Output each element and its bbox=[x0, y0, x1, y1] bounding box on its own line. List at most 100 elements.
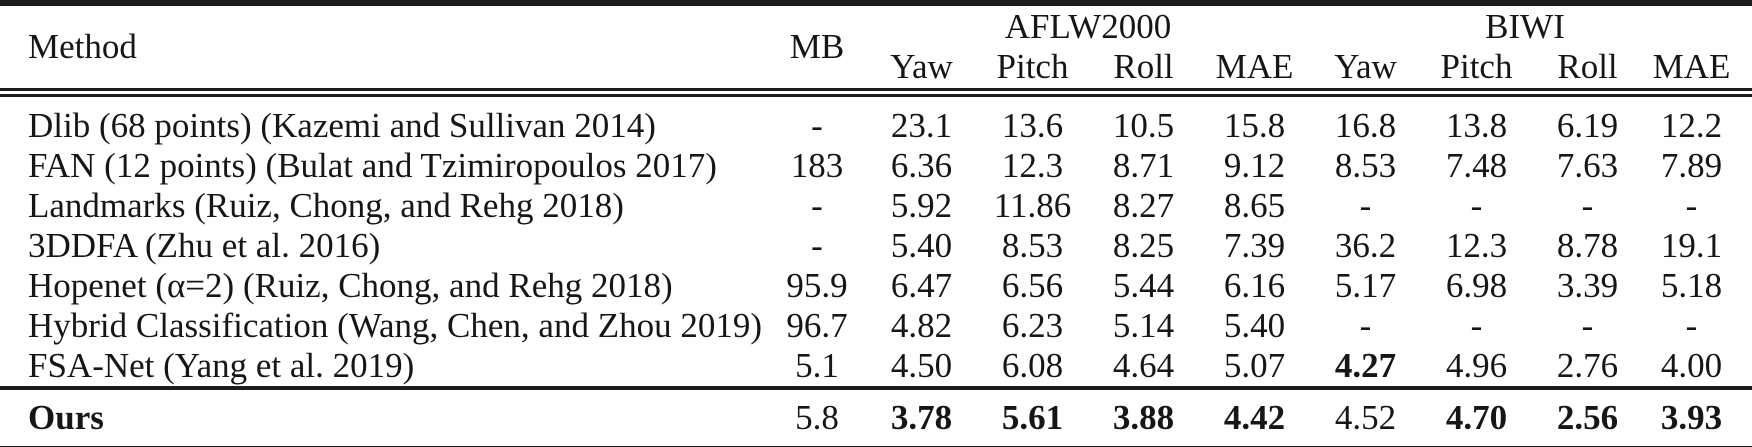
mb-cell: - bbox=[811, 225, 823, 265]
group-header-aflw2000: AFLW2000 bbox=[1004, 6, 1172, 46]
subheader-biwi-roll: Roll bbox=[1557, 47, 1618, 87]
ours-section: Ours 5.8 3.78 5.61 3.88 4.42 4.52 4.70 2… bbox=[0, 387, 1752, 447]
value-cell: - bbox=[1685, 305, 1698, 345]
value-cell: 5.44 bbox=[1112, 265, 1175, 305]
value-cell: 8.78 bbox=[1556, 225, 1619, 265]
col-header-method: Method bbox=[28, 26, 137, 66]
value-cell-best: 5.61 bbox=[1001, 397, 1064, 437]
value-cell: 2.76 bbox=[1556, 345, 1619, 385]
value-cell: 8.25 bbox=[1112, 225, 1175, 265]
subheader-aflw-yaw: Yaw bbox=[890, 47, 953, 87]
value-cell: - bbox=[1581, 305, 1594, 345]
value-cell: 15.8 bbox=[1223, 105, 1286, 145]
value-cell: 4.50 bbox=[890, 345, 953, 385]
table-row-hybrid-classification: Hybrid Classification (Wang, Chen, and Z… bbox=[0, 306, 1752, 346]
method-cell: Hopenet (α=2) (Ruiz, Chong, and Rehg 201… bbox=[28, 265, 673, 305]
table-row-landmarks: Landmarks (Ruiz, Chong, and Rehg 2018) -… bbox=[0, 186, 1752, 226]
table-row-fan: FAN (12 points) (Bulat and Tzimiropoulos… bbox=[0, 146, 1752, 186]
value-cell: 6.36 bbox=[890, 145, 953, 185]
value-cell-best: 2.56 bbox=[1556, 397, 1619, 437]
col-header-mb: MB bbox=[789, 26, 845, 66]
table-row-dlib: Dlib (68 points) (Kazemi and Sullivan 20… bbox=[0, 92, 1752, 146]
value-cell: 13.6 bbox=[1001, 105, 1064, 145]
value-cell: 6.98 bbox=[1445, 265, 1508, 305]
value-cell-best: 4.70 bbox=[1445, 397, 1508, 437]
value-cell: 7.89 bbox=[1660, 145, 1723, 185]
subheader-biwi-pitch: Pitch bbox=[1440, 47, 1513, 87]
value-cell: 8.71 bbox=[1112, 145, 1175, 185]
value-cell: - bbox=[1685, 185, 1698, 225]
value-cell: 23.1 bbox=[890, 105, 953, 145]
value-cell: 8.53 bbox=[1334, 145, 1397, 185]
mb-cell: 96.7 bbox=[786, 305, 848, 345]
value-cell: 12.3 bbox=[1001, 145, 1064, 185]
value-cell: 3.39 bbox=[1556, 265, 1619, 305]
value-cell-best: 3.78 bbox=[890, 397, 953, 437]
value-cell: 9.12 bbox=[1223, 145, 1286, 185]
mb-cell: 95.9 bbox=[786, 265, 848, 305]
value-cell: 12.2 bbox=[1660, 105, 1723, 145]
value-cell: - bbox=[1470, 305, 1483, 345]
table-row-hopenet: Hopenet (α=2) (Ruiz, Chong, and Rehg 201… bbox=[0, 266, 1752, 306]
method-cell: Hybrid Classification (Wang, Chen, and Z… bbox=[28, 305, 762, 345]
value-cell: - bbox=[1359, 185, 1372, 225]
method-cell: Landmarks (Ruiz, Chong, and Rehg 2018) bbox=[28, 185, 624, 225]
value-cell: 5.40 bbox=[1223, 305, 1286, 345]
value-cell: 6.47 bbox=[890, 265, 953, 305]
table-row-ours: Ours 5.8 3.78 5.61 3.88 4.42 4.52 4.70 2… bbox=[0, 388, 1752, 447]
subheader-aflw-mae: MAE bbox=[1215, 47, 1294, 87]
table-row-fsa-net: FSA-Net (Yang et al. 2019) 5.1 4.50 6.08… bbox=[0, 346, 1752, 388]
method-cell: Dlib (68 points) (Kazemi and Sullivan 20… bbox=[28, 105, 656, 145]
value-cell: 10.5 bbox=[1112, 105, 1175, 145]
value-cell-best: 4.42 bbox=[1223, 397, 1286, 437]
value-cell: 19.1 bbox=[1660, 225, 1723, 265]
header-sub-row: Yaw Pitch Roll MAE Yaw Pitch Roll MAE bbox=[0, 47, 1752, 92]
value-cell: 7.63 bbox=[1556, 145, 1619, 185]
value-cell: 4.82 bbox=[890, 305, 953, 345]
value-cell: 4.00 bbox=[1660, 345, 1723, 385]
method-cell: Ours bbox=[28, 397, 104, 437]
mb-cell: 5.8 bbox=[795, 397, 839, 437]
value-cell: 4.52 bbox=[1334, 397, 1397, 437]
subheader-biwi-yaw: Yaw bbox=[1334, 47, 1397, 87]
method-cell: FAN (12 points) (Bulat and Tzimiropoulos… bbox=[28, 145, 717, 185]
value-cell: 6.56 bbox=[1001, 265, 1064, 305]
value-cell: 36.2 bbox=[1334, 225, 1397, 265]
method-cell: 3DDFA (Zhu et al. 2016) bbox=[28, 225, 381, 265]
value-cell: 6.08 bbox=[1001, 345, 1064, 385]
value-cell: 5.92 bbox=[890, 185, 953, 225]
mb-cell: 183 bbox=[790, 145, 844, 185]
value-cell: 6.19 bbox=[1556, 105, 1619, 145]
table-row-3ddfa: 3DDFA (Zhu et al. 2016) - 5.40 8.53 8.25… bbox=[0, 226, 1752, 266]
table-body: Dlib (68 points) (Kazemi and Sullivan 20… bbox=[0, 92, 1752, 388]
value-cell: 8.53 bbox=[1001, 225, 1064, 265]
value-cell: 6.23 bbox=[1001, 305, 1064, 345]
value-cell: 8.27 bbox=[1112, 185, 1175, 225]
value-cell-best: 4.27 bbox=[1334, 345, 1397, 385]
value-cell: 7.39 bbox=[1223, 225, 1286, 265]
value-cell: 11.86 bbox=[993, 185, 1072, 225]
value-cell: 5.18 bbox=[1660, 265, 1723, 305]
mb-cell: - bbox=[811, 105, 823, 145]
value-cell: 4.96 bbox=[1445, 345, 1508, 385]
group-header-biwi: BIWI bbox=[1485, 6, 1565, 46]
table-header: Method MB AFLW2000 BIWI Yaw Pitch Roll M… bbox=[0, 3, 1752, 92]
value-cell: 4.64 bbox=[1112, 345, 1175, 385]
subheader-aflw-roll: Roll bbox=[1113, 47, 1174, 87]
value-cell: 5.17 bbox=[1334, 265, 1397, 305]
value-cell: - bbox=[1359, 305, 1372, 345]
value-cell: 13.8 bbox=[1445, 105, 1508, 145]
value-cell: 6.16 bbox=[1223, 265, 1286, 305]
value-cell: 7.48 bbox=[1445, 145, 1508, 185]
value-cell: - bbox=[1581, 185, 1594, 225]
value-cell: 5.07 bbox=[1223, 345, 1286, 385]
value-cell: - bbox=[1470, 185, 1483, 225]
value-cell: 5.40 bbox=[890, 225, 953, 265]
value-cell-best: 3.93 bbox=[1660, 397, 1723, 437]
value-cell-best: 3.88 bbox=[1112, 397, 1175, 437]
subheader-biwi-mae: MAE bbox=[1652, 47, 1731, 87]
mb-cell: 5.1 bbox=[795, 345, 839, 385]
value-cell: 16.8 bbox=[1334, 105, 1397, 145]
